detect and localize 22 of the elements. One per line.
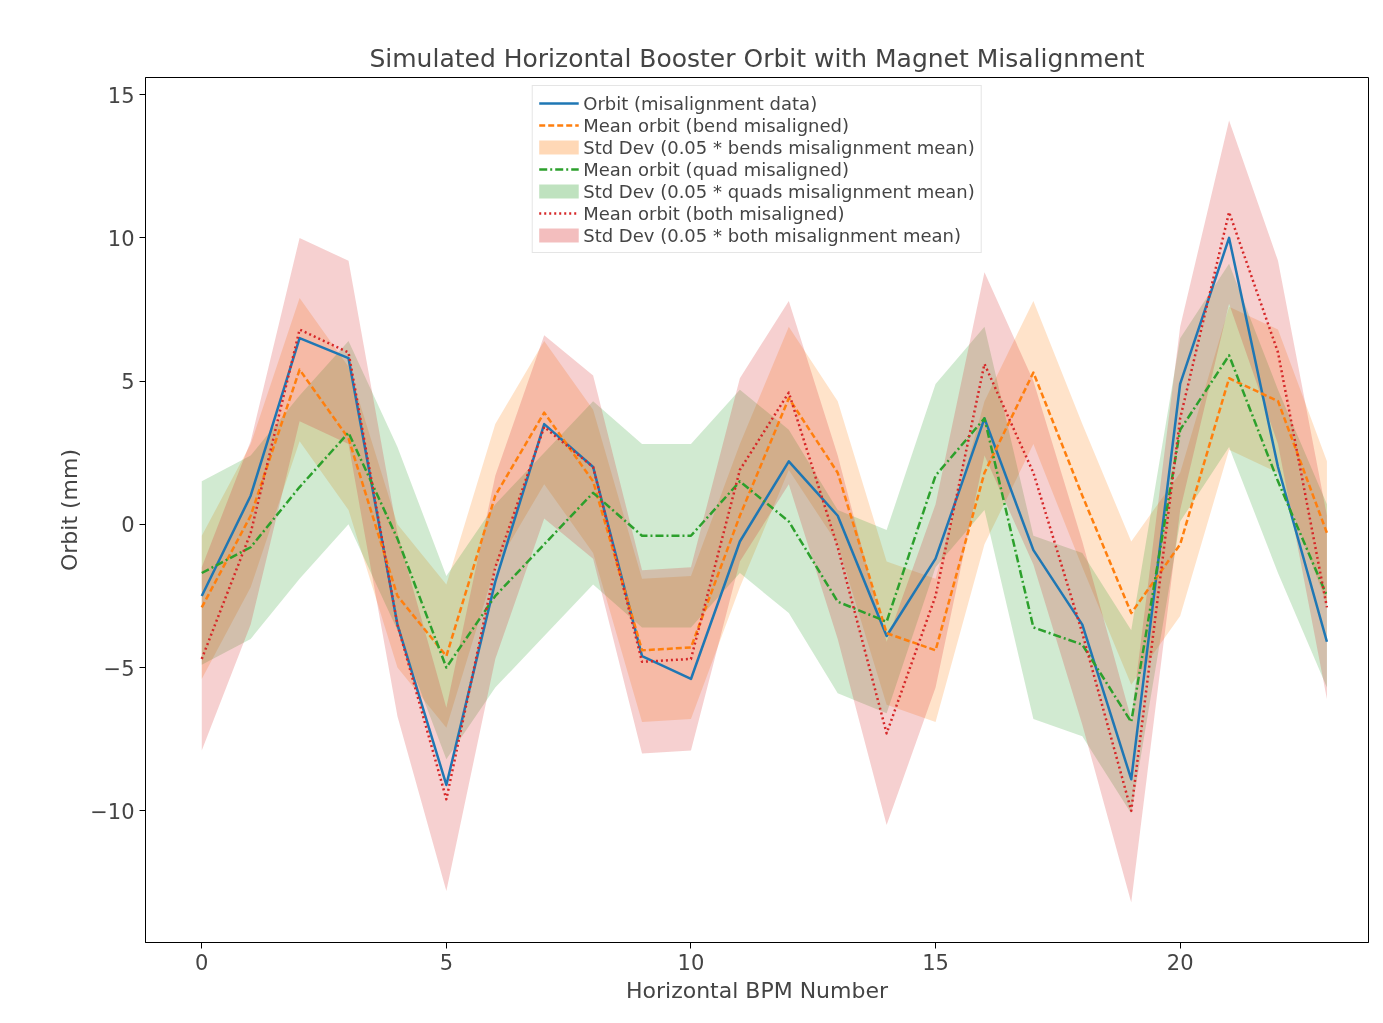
annotation: Std Dev (0.05 * bends misalignment mean)	[583, 136, 975, 158]
legend-label: Orbit (misalignment data)	[583, 92, 818, 114]
y-axis-title: Orbit (mm)	[57, 448, 83, 572]
legend-label: Mean orbit (both misaligned)	[583, 202, 845, 224]
y-tick-label: 15	[107, 83, 135, 108]
x-tick-label: 0	[195, 950, 209, 975]
y-tick-label: 5	[121, 370, 135, 395]
y-tick-label: −5	[103, 656, 135, 681]
x-tick-label: 10	[677, 950, 705, 975]
y-tick-label: −10	[90, 799, 135, 824]
x-tick-label: 20	[1166, 950, 1194, 975]
legend-label: Mean orbit (quad misaligned)	[583, 158, 849, 180]
line-series	[200, 368, 1329, 658]
x-tick-label: 15	[922, 950, 949, 975]
annotation: Std Dev (0.05 * quads misalignment mean)	[583, 180, 975, 202]
y-tick-label: 0	[121, 513, 135, 538]
x-tick-label: 5	[439, 950, 454, 975]
annotation: Std Dev (0.05 * both misalignment mean)	[583, 224, 961, 246]
chart-title: Simulated Horizontal Booster Orbit with Magnet Misalignment	[369, 43, 1145, 73]
legend-label: Mean orbit (bend misaligned)	[583, 114, 849, 136]
y-tick-label: 10	[107, 226, 135, 251]
x-axis-title: Horizontal BPM Number	[625, 977, 889, 1003]
